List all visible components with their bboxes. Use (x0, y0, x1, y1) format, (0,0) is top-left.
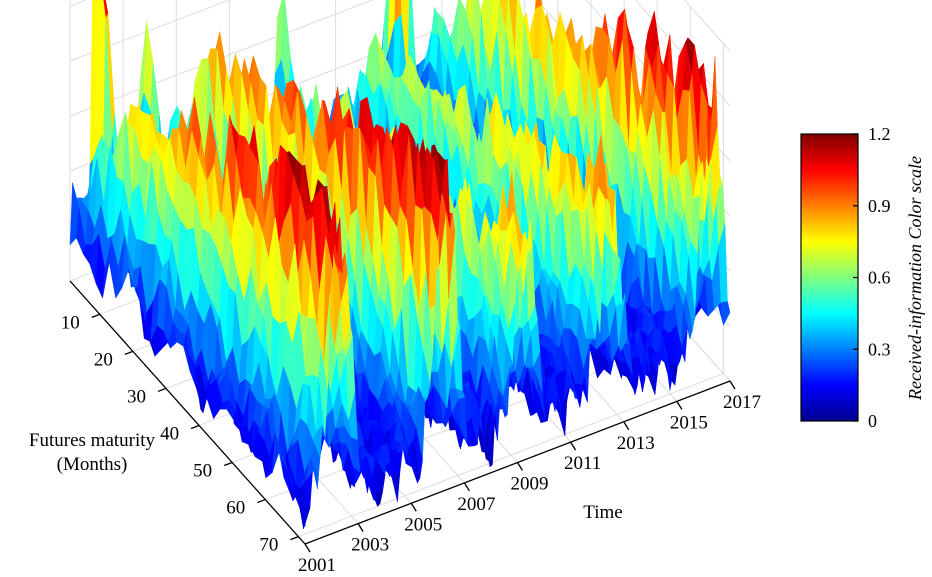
surface-layer (69, 0, 731, 529)
floor-grid-maturity (298, 373, 724, 538)
back-wall-grid-horizontal (69, 0, 231, 62)
side-wall-grid-horizontal (683, 0, 731, 52)
